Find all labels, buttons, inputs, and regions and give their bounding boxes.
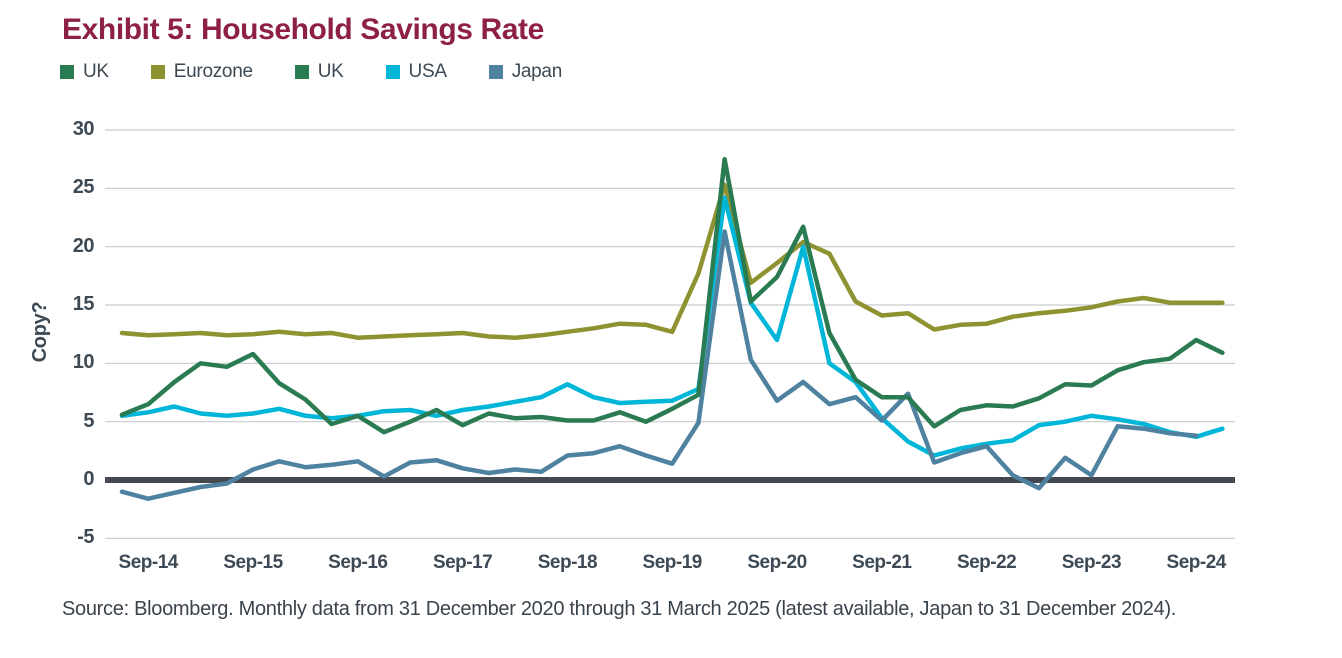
y-tick-label-30: 30 [72,118,95,140]
legend-label: Japan [511,61,563,82]
y-tick-label-0: 0 [83,467,94,490]
legend-swatch-icon [60,65,74,79]
legend-label: Eurozone [173,61,253,82]
chart-legend: UK Eurozone UK USA Japan [60,61,562,83]
y-tick-label--5: -5 [77,526,94,549]
legend-item-usa-3: USA [385,61,447,83]
series-line-usa [119,195,1225,458]
x-tick-label-sep-15: Sep-15 [223,552,283,573]
legend-swatch-icon [385,65,400,79]
chart-title: Exhibit 5: Household Savings Rate [62,13,544,46]
series-line-japan [119,229,1199,501]
x-tick-label-sep-20: Sep-20 [747,552,807,573]
legend-swatch-icon [488,65,503,79]
series-line-eurozone [119,182,1225,340]
x-tick-label-sep-23: Sep-23 [1061,552,1122,573]
legend-swatch-icon [150,65,165,79]
legend-item-uk-2: UK [294,61,344,83]
y-tick-label-15: 15 [72,292,95,315]
legend-item-uk-0: UK [60,61,109,83]
y-tick-label-20: 20 [72,234,95,257]
x-tick-label-sep-18: Sep-18 [537,552,598,573]
x-tick-label-sep-17: Sep-17 [432,552,493,573]
legend-item-japan-4: Japan [488,61,563,83]
legend-label: UK [317,61,344,82]
y-tick-label-10: 10 [72,351,95,374]
x-tick-label-sep-14: Sep-14 [118,552,179,573]
x-tick-label-sep-16: Sep-16 [328,552,388,573]
x-tick-label-sep-21: Sep-21 [852,552,912,573]
series-line-uk [119,156,1225,435]
legend-swatch-icon [294,65,309,79]
x-tick-label-sep-19: Sep-19 [642,552,703,573]
legend-item-eurozone-1: Eurozone [150,61,253,83]
y-tick-label-25: 25 [72,176,95,199]
y-tick-label-5: 5 [83,409,94,432]
x-tick-label-sep-24: Sep-24 [1166,552,1227,573]
legend-label: USA [408,61,447,82]
legend-label: UK [83,61,109,82]
source-note: Source: Bloomberg. Monthly data from 31 … [62,598,1177,620]
x-tick-label-sep-22: Sep-22 [956,552,1017,573]
